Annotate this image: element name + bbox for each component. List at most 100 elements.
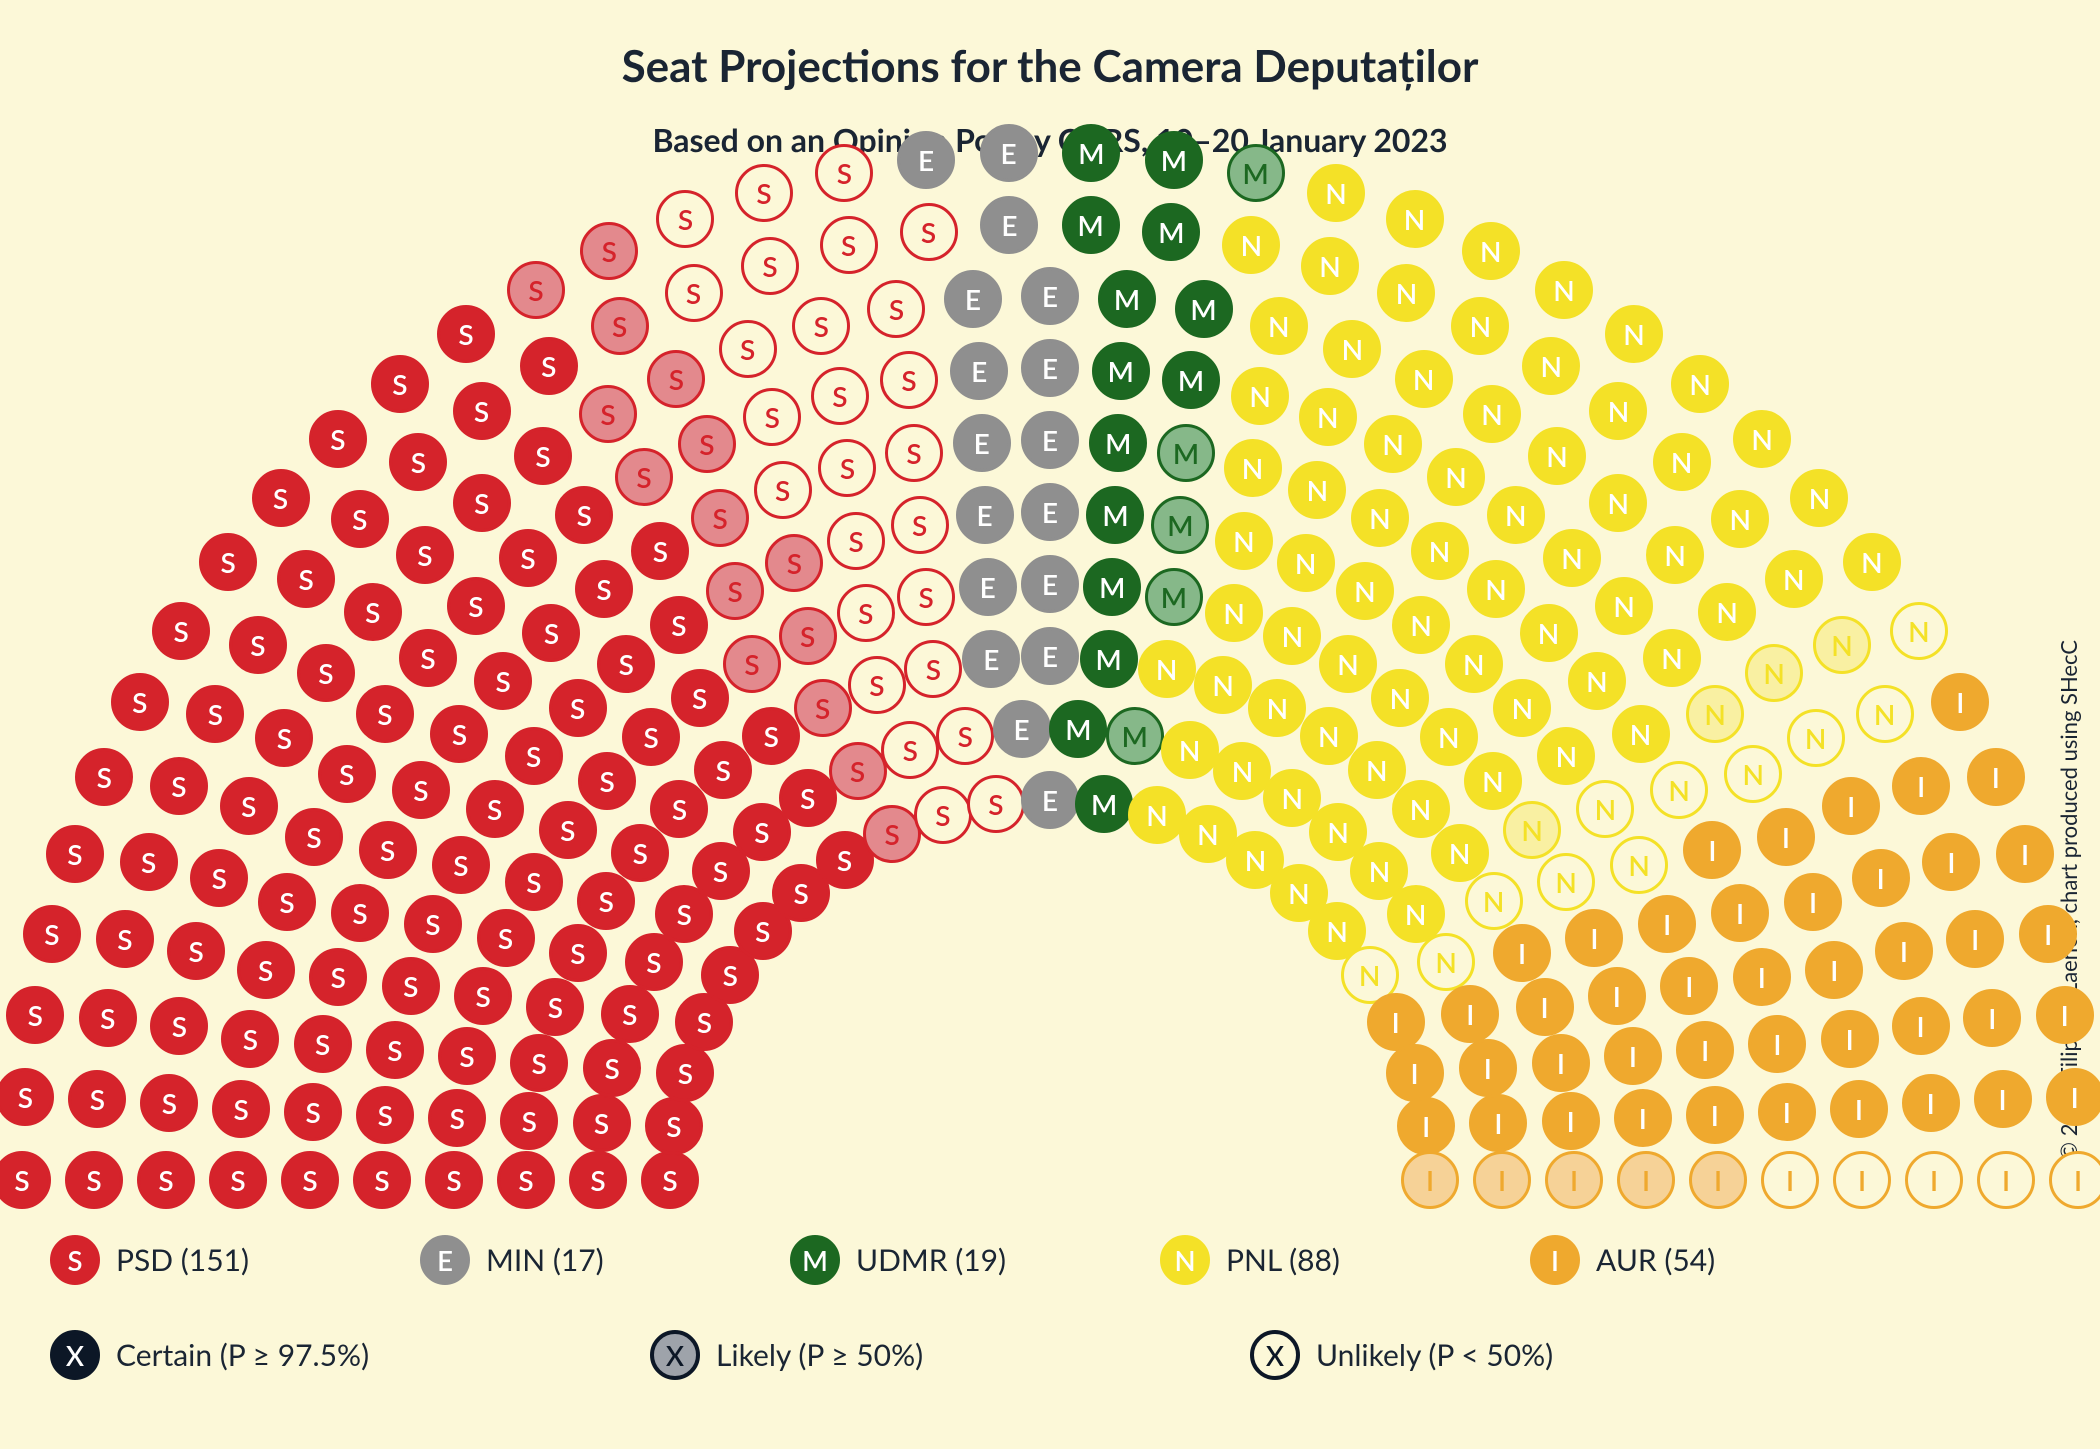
seat-psd: S <box>190 849 248 907</box>
seat-psd: S <box>432 836 490 894</box>
seat-pnl: N <box>1431 824 1489 882</box>
seat-min: E <box>950 342 1008 400</box>
seat-aur: I <box>2036 986 2094 1044</box>
seat-psd: S <box>848 656 906 714</box>
seat-pnl: N <box>1161 721 1219 779</box>
seat-min: E <box>962 630 1020 688</box>
seat-aur: I <box>1905 1151 1963 1209</box>
seat-udmr: M <box>1089 414 1147 472</box>
seat-psd: S <box>622 708 680 766</box>
seat-psd: S <box>555 486 613 544</box>
seat-pnl: N <box>1377 264 1435 322</box>
seat-psd: S <box>0 1068 54 1126</box>
seat-pnl: N <box>1301 237 1359 295</box>
seat-aur: I <box>2049 1151 2100 1209</box>
seat-psd: S <box>936 707 994 765</box>
seat-aur: I <box>1761 1151 1819 1209</box>
seat-pnl: N <box>1351 489 1409 547</box>
seat-aur: I <box>1604 1027 1662 1085</box>
seat-psd: S <box>539 801 597 859</box>
seat-psd: S <box>765 534 823 592</box>
legend-prob-swatch-unlikely: X <box>1250 1330 1300 1380</box>
legend-party-psd: SPSD (151) <box>50 1235 420 1285</box>
seat-pnl: N <box>1467 560 1525 618</box>
seat-pnl: N <box>1487 486 1545 544</box>
seat-aur: I <box>1459 1039 1517 1097</box>
seat-udmr: M <box>1083 558 1141 616</box>
seat-psd: S <box>96 910 154 968</box>
seat-psd: S <box>881 721 939 779</box>
seat-aur: I <box>1946 910 2004 968</box>
legend-parties: SPSD (151)EMIN (17)MUDMR (19)NPNL (88)IA… <box>50 1235 2050 1285</box>
seat-psd: S <box>625 933 683 991</box>
seat-pnl: N <box>1724 745 1782 803</box>
seat-psd: S <box>255 709 313 767</box>
seat-psd: S <box>331 490 389 548</box>
seat-pnl: N <box>1215 512 1273 570</box>
seat-aur: I <box>1805 941 1863 999</box>
seat-pnl: N <box>1250 297 1308 355</box>
seat-psd: S <box>453 382 511 440</box>
seat-pnl: N <box>1336 562 1394 620</box>
chart-subtitle: Based on an Opinion Poll by CURS, 10–20 … <box>0 120 2100 159</box>
seat-aur: I <box>1532 1034 1590 1092</box>
seat-psd: S <box>438 1027 496 1085</box>
legend-prob-swatch-certain: X <box>50 1330 100 1380</box>
seat-pnl: N <box>1307 164 1365 222</box>
seat-psd: S <box>505 727 563 785</box>
seat-psd: S <box>820 216 878 274</box>
legend-swatch-pnl: N <box>1160 1235 1210 1285</box>
legend-swatch-min: E <box>420 1235 470 1285</box>
seat-psd: S <box>811 367 869 425</box>
legend-label-min: MIN (17) <box>486 1242 604 1278</box>
seat-psd: S <box>152 602 210 660</box>
legend-swatch-udmr: M <box>790 1235 840 1285</box>
seat-aur: I <box>2046 1068 2100 1126</box>
seat-pnl: N <box>1535 261 1593 319</box>
seat-pnl: N <box>1462 222 1520 280</box>
seat-psd: S <box>68 1070 126 1128</box>
seat-pnl: N <box>1319 635 1377 693</box>
seat-aur: I <box>1397 1097 1455 1155</box>
seat-pnl: N <box>1128 786 1186 844</box>
seat-min: E <box>1021 411 1079 469</box>
seat-psd: S <box>904 640 962 698</box>
seat-psd: S <box>150 997 208 1055</box>
seat-aur: I <box>1386 1044 1444 1102</box>
seat-psd: S <box>284 1083 342 1141</box>
seat-pnl: N <box>1686 685 1744 743</box>
seat-min: E <box>897 131 955 189</box>
seat-psd: S <box>507 261 565 319</box>
seat-min: E <box>1021 483 1079 541</box>
seat-aur: I <box>1367 993 1425 1051</box>
seat-psd: S <box>497 1151 555 1209</box>
seat-psd: S <box>404 895 462 953</box>
seat-pnl: N <box>1605 305 1663 363</box>
hemicycle-chart: SSSSSSSSSSSSSSSSSSSSSSSSSSSSSSSSSSSSSSSS… <box>35 200 2065 1200</box>
seat-pnl: N <box>1595 577 1653 635</box>
seat-psd: S <box>694 741 752 799</box>
seat-psd: S <box>212 1080 270 1138</box>
seat-pnl: N <box>1194 656 1252 714</box>
seat-psd: S <box>656 1044 714 1102</box>
seat-udmr: M <box>1162 351 1220 409</box>
seat-psd: S <box>294 1015 352 1073</box>
seat-psd: S <box>743 388 801 446</box>
seat-pnl: N <box>1224 439 1282 497</box>
chart-title: Seat Projections for the Camera Deputați… <box>0 40 2100 92</box>
seat-pnl: N <box>1528 427 1586 485</box>
seat-pnl: N <box>1787 709 1845 767</box>
seat-aur: I <box>1441 985 1499 1043</box>
seat-udmr: M <box>1049 700 1107 758</box>
seat-aur: I <box>1473 1151 1531 1209</box>
seat-aur: I <box>1588 967 1646 1025</box>
seat-psd: S <box>897 568 955 626</box>
seat-psd: S <box>520 337 578 395</box>
seat-pnl: N <box>1465 872 1523 930</box>
seat-pnl: N <box>1277 534 1335 592</box>
seat-aur: I <box>1565 909 1623 967</box>
seat-udmr: M <box>1175 280 1233 338</box>
seat-psd: S <box>863 805 921 863</box>
seat-aur: I <box>1758 1083 1816 1141</box>
seat-psd: S <box>356 685 414 743</box>
